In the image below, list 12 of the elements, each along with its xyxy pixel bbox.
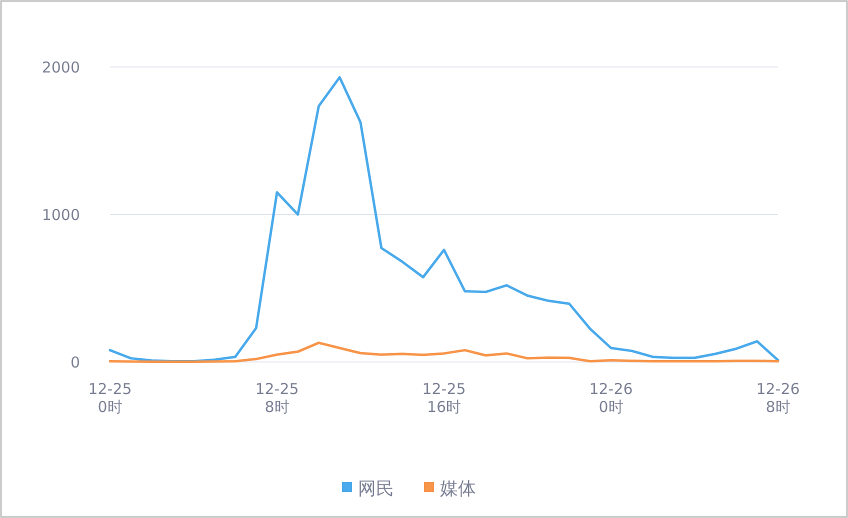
x-tick-label: 12-25 8时 — [255, 380, 299, 416]
x-tick-label: 12-25 0时 — [88, 380, 132, 416]
legend-label: 网民 — [358, 478, 394, 500]
y-tick-label: 2000 — [42, 58, 80, 76]
x-tick-label: 12-26 8时 — [756, 380, 800, 416]
x-tick-label: 12-25 16时 — [422, 380, 466, 416]
x-tick-label: 12-26 0时 — [589, 380, 633, 416]
legend-label: 媒体 — [440, 478, 476, 500]
line-series — [108, 76, 780, 363]
line-series — [108, 342, 780, 363]
y-tick-label: 0 — [70, 353, 80, 372]
y-tick-label: 1000 — [42, 206, 80, 224]
